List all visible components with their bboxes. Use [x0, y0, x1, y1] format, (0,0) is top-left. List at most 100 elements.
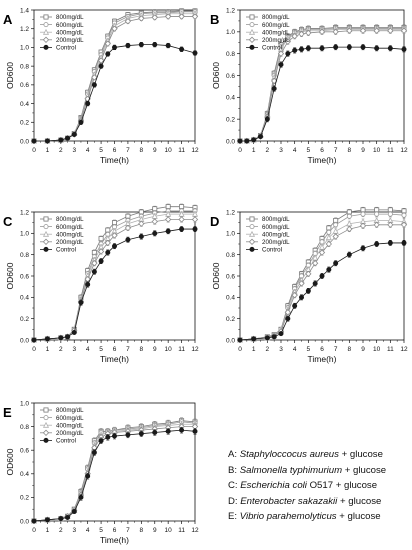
- panel-d-x-tick-label: 4: [293, 346, 297, 353]
- panel-e-data-point: [65, 514, 71, 520]
- panel-a-legend-label: 800mg/dL: [56, 14, 84, 21]
- panel-b-data-point: [277, 50, 285, 57]
- panel-a-data-point: [98, 63, 104, 69]
- panel-e-legend-label: 800mg/dL: [56, 407, 84, 414]
- panel-a-x-axis-label: Time(h): [100, 155, 129, 165]
- panel-a-data-point: [31, 138, 37, 144]
- panel-c-legend-label: 600mg/dL: [56, 224, 84, 231]
- panel-c-data-point: [104, 239, 111, 247]
- panel-b-x-tick-label: 5: [307, 147, 311, 154]
- panel-e-y-tick-label: 0.8: [20, 424, 29, 431]
- panel-b-x-tick-label: 3: [279, 147, 283, 154]
- panel-e-data-point: [152, 429, 158, 435]
- panel-b-x-tick-label: 11: [387, 147, 394, 154]
- panel-e-data-point: [192, 428, 198, 434]
- panel-d-data-point: [346, 213, 352, 219]
- panel-d-data-point: [312, 260, 319, 267]
- panel-d-legend-marker: [249, 216, 255, 222]
- panel-a-y-tick-label: 1.0: [20, 45, 29, 52]
- panel-d-x-tick-label: 10: [373, 346, 381, 353]
- panel-c-x-tick-label: 1: [46, 346, 50, 353]
- panel-d-legend-label: 400mg/dL: [262, 231, 290, 238]
- panel-d-data-point: [346, 252, 352, 258]
- panel-b-x-tick-label: 2: [266, 147, 270, 154]
- panel-d-data-point: [305, 288, 311, 294]
- panel-e-data-point: [78, 494, 84, 500]
- panel-a-x-tick-label: 5: [99, 147, 103, 154]
- panel-b-x-tick-label: 4: [293, 147, 297, 154]
- panel-e-data-point: [58, 516, 64, 522]
- panel-d-data-point: [305, 270, 312, 278]
- panel-b-data-point: [291, 33, 298, 40]
- panel-e-data-point: [71, 509, 77, 515]
- panel-c-data-point: [191, 210, 199, 217]
- panel-c-data-point: [85, 282, 91, 288]
- panel-b-x-tick-label: 0: [238, 147, 242, 154]
- panel-c-x-tick-label: 10: [165, 346, 173, 353]
- panel-d-x-tick-label: 2: [266, 346, 270, 353]
- panel-b-data-point: [251, 137, 257, 143]
- panel-b-x-tick-label: 6: [320, 147, 324, 154]
- panel-d-data-point: [346, 225, 353, 233]
- panel-c-y-tick-label: 0.6: [20, 273, 29, 280]
- panel-b: B0 1 2 3 4 5 6 7 8 9 10 11 120.00.20.40.60.81.01.2Ti…: [210, 7, 408, 165]
- panel-e-x-tick-label: 10: [165, 527, 173, 534]
- panel-e-data-point: [105, 434, 111, 440]
- panel-d-data-point: [292, 303, 298, 309]
- panel-c-data-point: [151, 212, 158, 219]
- panel-d-x-axis-label: Time(h): [308, 354, 337, 364]
- panel-a-data-point: [165, 13, 172, 20]
- panel-b-x-tick-label: 12: [400, 147, 408, 154]
- panel-e-data-point: [85, 473, 91, 479]
- panel-a-data-point: [178, 13, 185, 20]
- panel-b-data-point: [332, 28, 339, 35]
- panel-a-data-point: [112, 44, 118, 50]
- panel-a-data-point: [111, 25, 118, 32]
- panel-e-x-tick-label: 9: [153, 527, 157, 534]
- caption-line-d: D: Enterobacter sakazakii + glucose: [228, 495, 382, 507]
- panel-c-data-point: [71, 330, 77, 336]
- panel-c-data-point: [58, 335, 64, 341]
- panel-e-x-tick-label: 6: [113, 527, 117, 534]
- panel-d-data-point: [298, 294, 304, 300]
- panel-d-legend-label: 200mg/dL: [262, 239, 290, 246]
- panel-d-data-point: [284, 309, 291, 316]
- panel-c-data-point: [138, 234, 144, 240]
- panel-e-y-axis-label: OD600: [5, 448, 15, 475]
- panel-b-data-point: [374, 45, 380, 51]
- panel-d-data-point: [387, 240, 393, 246]
- panel-d-data-point: [333, 260, 339, 266]
- panel-b-data-point: [400, 27, 408, 34]
- panel-d-data-point: [359, 222, 367, 230]
- panel-c-data-point: [191, 216, 199, 223]
- panel-a-label: A: [3, 12, 13, 27]
- caption-line-e: E: Vibrio parahemolyticus + glucose: [228, 511, 381, 522]
- panel-a-data-point: [71, 131, 77, 137]
- panel-c-data-point: [124, 224, 132, 232]
- panel-e-y-tick-label: 1.0: [20, 400, 29, 407]
- panel-d-data-point: [318, 249, 326, 256]
- panel-d-x-tick-label: 3: [279, 346, 283, 353]
- panel-e: E0 1 2 3 4 5 6 7 8 9 10 11 120.00.20.40.60.81.0Time(…: [3, 400, 199, 545]
- panel-d-data-point: [373, 221, 380, 228]
- panel-a-data-point: [124, 18, 132, 25]
- panel-c-data-point: [98, 236, 104, 242]
- panel-a-data-point: [85, 101, 91, 107]
- panel-e-x-tick-label: 7: [126, 527, 130, 534]
- panel-a-data-point: [165, 43, 171, 49]
- panel-b-data-point: [284, 38, 291, 45]
- panel-d-y-tick-label: 1.0: [226, 231, 235, 238]
- panel-e-data-point: [91, 450, 97, 456]
- panel-b-y-tick-label: 0.0: [226, 138, 235, 145]
- panel-a-data-point: [65, 135, 71, 141]
- panel-c-data-point: [151, 218, 158, 225]
- panel-c-legend-marker: [42, 238, 50, 245]
- panel-e-y-tick-label: 0.2: [20, 495, 29, 502]
- panel-e-legend-marker: [42, 429, 50, 436]
- panel-c-x-tick-label: 4: [86, 346, 90, 353]
- panel-a-data-point: [97, 57, 105, 64]
- panel-c-x-tick-label: 11: [178, 346, 185, 353]
- panel-a-legend-label: Control: [56, 45, 76, 52]
- panel-b-y-axis-label: OD600: [211, 62, 221, 89]
